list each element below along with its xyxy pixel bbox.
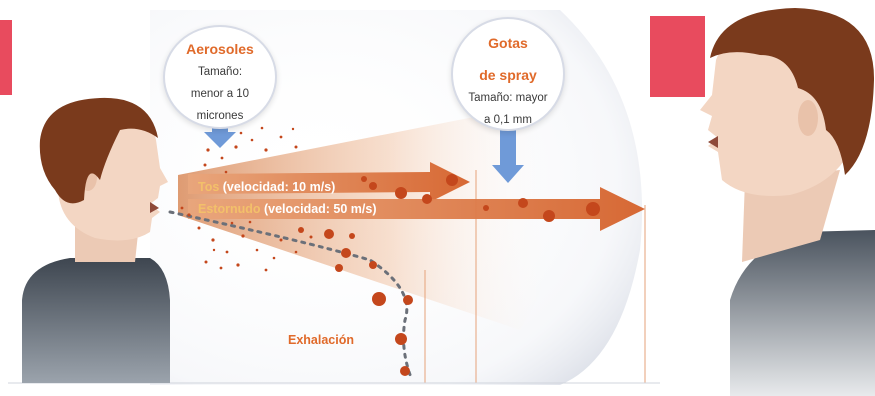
aerosols-title: Aerosoles [186, 41, 254, 57]
left-person-hair [39, 97, 158, 204]
right-person-illustration [700, 8, 875, 396]
cough-speed: (velocidad: 10 m/s) [219, 180, 336, 194]
right-person-hair [710, 8, 875, 175]
aerosols-size-line-3: micrones [196, 110, 244, 122]
sneeze-speed: (velocidad: 50 m/s) [260, 202, 377, 216]
spray-size-line-1: Tamaño: mayor [468, 92, 548, 104]
left-person-shirt [22, 258, 170, 383]
exhalation-label: Exhalación [288, 333, 354, 347]
accent-block-left [0, 20, 12, 95]
aerosols-callout: Aerosoles Tamaño: menor a 10 micrones [163, 25, 277, 129]
sneeze-arrow [188, 187, 645, 231]
sneeze-keyword: Estornudo [198, 202, 261, 216]
spray-droplets [298, 174, 600, 376]
right-person-shirt [730, 230, 875, 396]
spray-size-line-2: a 0,1 mm [484, 114, 532, 126]
right-person-mouth [708, 136, 718, 148]
spray-title-line-1: Gotas [488, 35, 528, 51]
left-person-mouth [150, 202, 159, 213]
cough-keyword: Tos [198, 180, 220, 194]
spray-pointer-arrow [492, 124, 524, 183]
aerosols-size-line-2: menor a 10 [190, 88, 250, 100]
left-person-illustration [22, 97, 170, 383]
sneeze-label: Estornudo (velocidad: 50 m/s) [198, 202, 377, 216]
cough-label: Tos (velocidad: 10 m/s) [198, 180, 335, 194]
aerosols-size-line-1: Tamaño: [197, 66, 243, 78]
accent-block-right [650, 16, 705, 97]
aerosol-dots [180, 126, 313, 272]
spray-callout: Gotas de spray Tamaño: mayor a 0,1 mm [451, 17, 565, 131]
spray-title-line-2: de spray [479, 67, 537, 83]
right-person-ear [798, 100, 818, 136]
